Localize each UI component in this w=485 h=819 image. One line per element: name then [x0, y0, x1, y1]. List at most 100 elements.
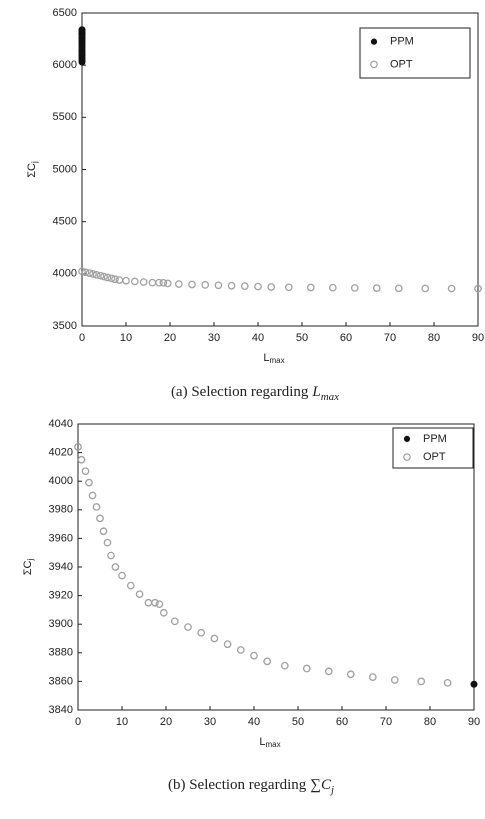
x-tick-label: 0 — [75, 716, 81, 728]
x-tick-label: 30 — [204, 716, 216, 728]
y-tick-label: 6500 — [53, 7, 77, 19]
point — [103, 538, 112, 547]
point — [267, 283, 276, 291]
y-tick-label: 4040 — [49, 418, 73, 430]
point — [126, 581, 135, 590]
y-tick-label: 3940 — [49, 561, 73, 573]
point — [240, 282, 249, 290]
point — [122, 276, 130, 285]
point — [107, 274, 116, 283]
point — [417, 677, 426, 686]
point — [144, 598, 153, 607]
point — [368, 673, 377, 681]
legend-marker — [403, 453, 411, 461]
point — [88, 491, 97, 500]
y-axis-label-main: ΣC — [26, 163, 38, 178]
y-axis-label-sub: j — [30, 161, 39, 164]
point — [306, 283, 315, 292]
y-tick-label: 3980 — [49, 504, 73, 516]
point — [100, 272, 108, 281]
x-axis-label-main: L — [259, 736, 265, 748]
point — [284, 283, 293, 292]
caption-sub: max — [321, 391, 339, 403]
point — [324, 667, 333, 676]
y-tick-label: 4000 — [49, 475, 73, 487]
point — [155, 600, 164, 609]
x-tick-label: 90 — [468, 716, 480, 728]
point — [250, 651, 258, 660]
point — [130, 277, 139, 286]
point — [474, 284, 482, 293]
x-tick-label: 50 — [296, 332, 308, 344]
point — [223, 640, 232, 649]
point — [174, 280, 183, 288]
x-tick-label: 80 — [424, 716, 436, 728]
x-tick-label: 60 — [336, 716, 348, 728]
point — [96, 271, 105, 280]
x-tick-label: 40 — [252, 332, 264, 344]
point — [214, 281, 223, 290]
x-tick-label: 70 — [380, 716, 392, 728]
point — [74, 443, 82, 451]
point — [372, 284, 381, 292]
x-tick-label: 70 — [384, 332, 396, 344]
point — [99, 527, 108, 536]
y-tick-label: 6000 — [53, 59, 77, 71]
x-tick-label: 0 — [79, 332, 85, 344]
y-axis-label-sub: j — [26, 559, 35, 562]
x-tick-label: 10 — [116, 716, 128, 728]
point — [159, 608, 168, 617]
point — [394, 284, 403, 293]
point — [236, 646, 245, 654]
x-tick-label: 30 — [208, 332, 220, 344]
caption-symbol: L — [311, 384, 320, 400]
point — [139, 278, 148, 286]
y-tick-label: 4000 — [53, 268, 77, 280]
point — [135, 590, 144, 599]
x-tick-label: 10 — [120, 332, 132, 344]
point — [111, 563, 120, 571]
point — [151, 598, 159, 607]
x-tick-label: 20 — [164, 332, 176, 344]
point — [280, 661, 289, 670]
point — [254, 282, 262, 291]
point — [118, 571, 126, 580]
caption-text: (b) Selection regarding — [168, 777, 307, 793]
x-axis-label-sub: max — [270, 356, 285, 365]
y-tick-label: 3500 — [53, 320, 77, 332]
y-tick-label: 3840 — [49, 704, 73, 716]
point — [328, 283, 337, 292]
y-tick-label: 5500 — [53, 111, 77, 123]
y-tick-label: 3880 — [49, 647, 73, 659]
point — [390, 676, 399, 684]
point — [201, 281, 210, 289]
y-tick-label: 3960 — [49, 532, 73, 544]
legend-label: OPT — [423, 451, 446, 463]
legend-label: PPM — [423, 433, 447, 445]
caption: (b) Selection regarding ∑Cj — [168, 777, 334, 795]
point — [115, 276, 124, 284]
point — [148, 278, 157, 287]
point — [92, 503, 101, 511]
x-tick-label: 60 — [340, 332, 352, 344]
x-axis-label: Lmax — [263, 352, 284, 365]
point — [96, 514, 104, 523]
y-tick-label: 3920 — [49, 590, 73, 602]
legend-marker — [370, 38, 378, 45]
legend-box — [359, 27, 471, 79]
y-tick-label: 3860 — [49, 675, 73, 687]
point — [350, 284, 359, 292]
y-tick-label: 4500 — [53, 216, 77, 228]
legend-label: PPM — [390, 36, 414, 48]
caption-text: (a) Selection regarding — [171, 384, 309, 400]
point — [421, 284, 430, 293]
point — [107, 551, 115, 560]
point — [470, 680, 478, 688]
x-axis-label-sub: max — [266, 740, 281, 749]
point — [78, 26, 86, 34]
point — [163, 279, 172, 288]
point — [210, 634, 219, 643]
point — [170, 617, 179, 626]
legend-marker — [403, 435, 411, 443]
point — [447, 284, 456, 293]
